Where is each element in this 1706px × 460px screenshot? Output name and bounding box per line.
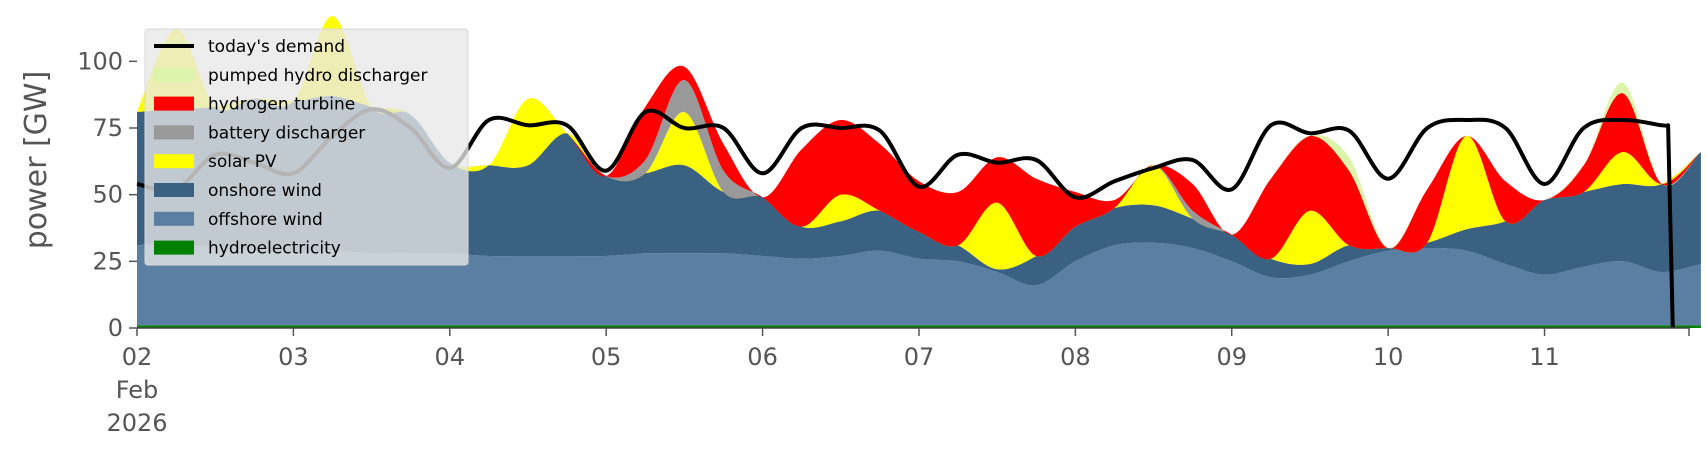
area-onshore-wind <box>137 95 1701 286</box>
legend-item-offshore-wind: offshore wind <box>154 210 323 230</box>
legend-label: solar PV <box>208 152 277 172</box>
legend-box <box>144 28 469 266</box>
legend-label: hydrogen turbine <box>208 95 355 115</box>
legend-label: pumped hydro discharger <box>208 66 427 86</box>
legend: today's demand pumped hydro discharger hyd… <box>144 28 469 266</box>
y-ticks: 0 25 50 75 100 <box>77 47 137 342</box>
x-tick-label: 11 <box>1529 343 1560 371</box>
legend-swatch <box>154 240 194 255</box>
x-tick-label: 06 <box>747 343 778 371</box>
x-tick-label: 02 <box>122 343 153 371</box>
y-axis-title: power [GW] <box>19 71 54 250</box>
axes: 0 25 50 75 100 02 Feb 2026 03 04 05 06 07 08 09 10 11 p… <box>19 47 1690 437</box>
y-tick-label: 50 <box>92 181 123 209</box>
legend-label: hydroelectricity <box>208 239 341 259</box>
legend-item-hydrogen-turbine: hydrogen turbine <box>154 95 355 115</box>
legend-label: battery discharger <box>208 123 365 143</box>
x-tick-sublabel: Feb <box>116 376 159 404</box>
area-offshore-wind <box>137 242 1701 326</box>
legend-swatch <box>154 183 194 197</box>
y-tick-label: 100 <box>77 47 123 75</box>
x-tick-label: 03 <box>278 343 309 371</box>
y-tick-label: 75 <box>92 114 123 142</box>
area-hydrogen-turbine <box>137 15 1701 260</box>
legend-item-pumped-hydro-discharger: pumped hydro discharger <box>154 66 427 86</box>
x-tick-label: 09 <box>1216 343 1247 371</box>
legend-swatch <box>154 67 194 82</box>
legend-item-solar-pv: solar PV <box>154 152 277 172</box>
x-tick-label: 08 <box>1060 343 1091 371</box>
legend-swatch <box>154 96 194 111</box>
legend-item-onshore-wind: onshore wind <box>154 181 322 201</box>
legend-label: offshore wind <box>208 210 323 230</box>
legend-label: onshore wind <box>208 181 322 201</box>
legend-item-today-s-demand: today's demand <box>154 37 345 57</box>
legend-swatch <box>154 125 194 140</box>
legend-swatch <box>154 211 194 226</box>
y-tick-label: 25 <box>92 247 123 275</box>
x-tick-label: 04 <box>435 343 466 371</box>
legend-label: today's demand <box>208 37 345 57</box>
x-ticks: 02 Feb 2026 03 04 05 06 07 08 09 10 11 <box>106 328 1690 437</box>
legend-item-hydroelectricity: hydroelectricity <box>154 239 341 259</box>
y-tick-label: 0 <box>108 314 123 342</box>
x-tick-label: 07 <box>904 343 935 371</box>
x-tick-label: 05 <box>591 343 622 371</box>
legend-swatch <box>154 154 194 169</box>
x-tick-sublabel: 2026 <box>106 409 167 437</box>
legend-item-battery-discharger: battery discharger <box>154 123 365 143</box>
x-tick-label: 10 <box>1373 343 1404 371</box>
